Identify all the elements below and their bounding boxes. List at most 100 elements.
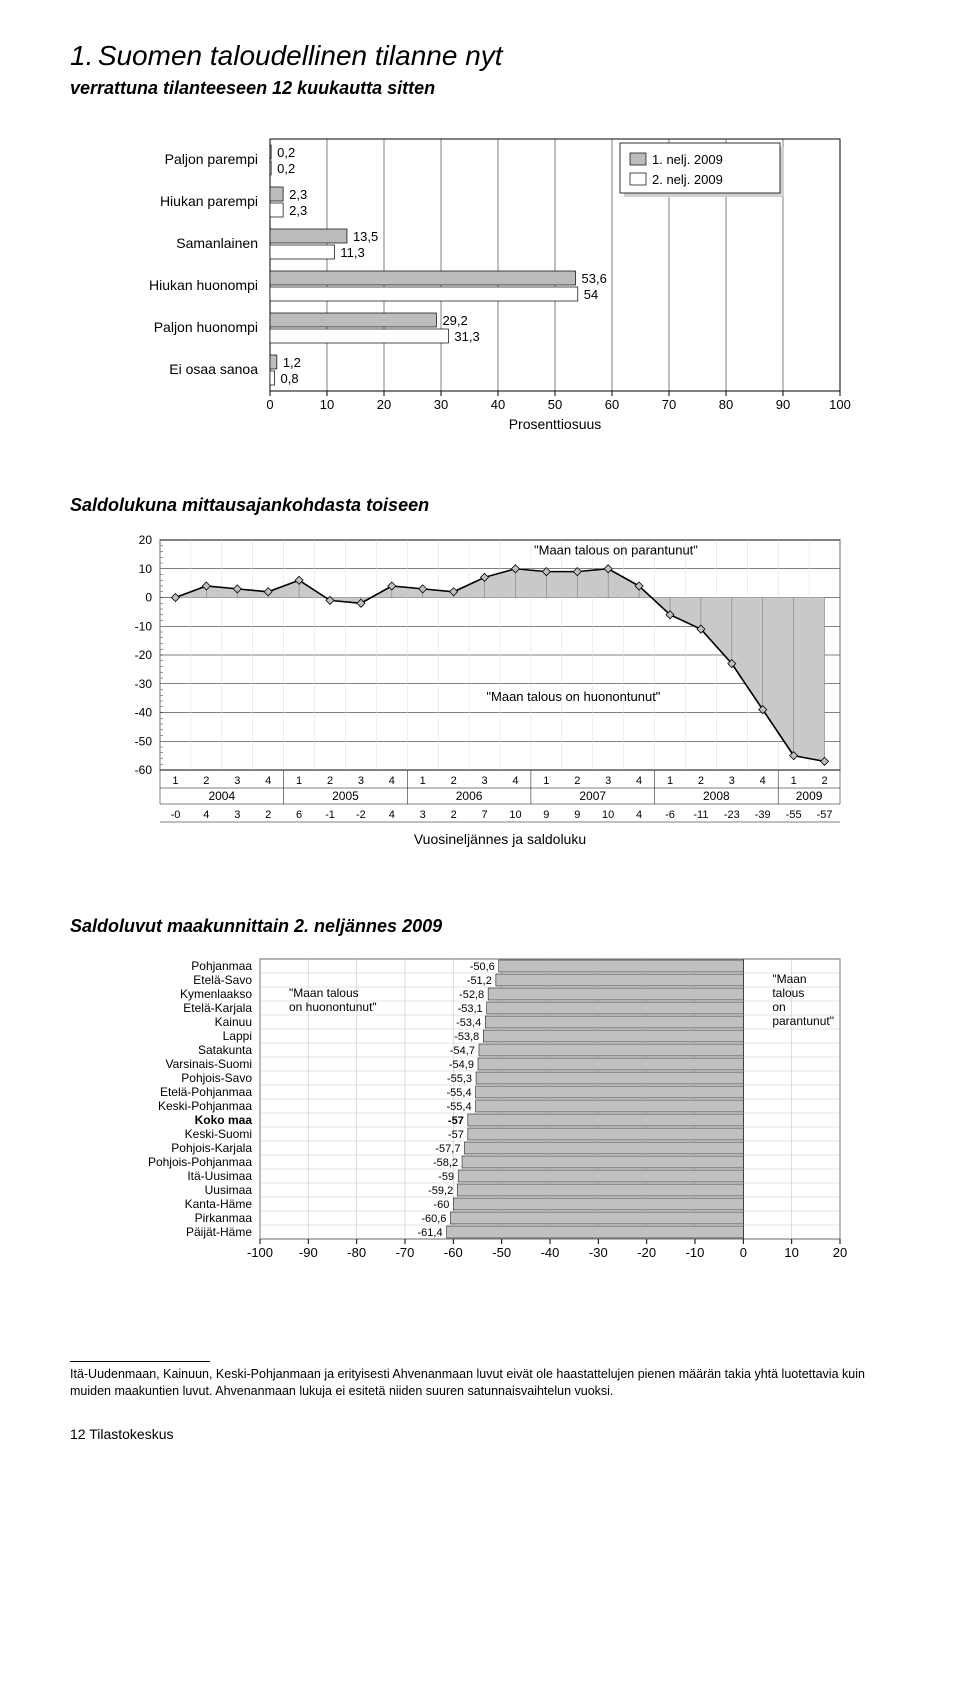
svg-text:Uusimaa: Uusimaa <box>205 1183 253 1197</box>
svg-text:10: 10 <box>509 809 521 821</box>
svg-text:1: 1 <box>667 775 673 787</box>
svg-text:2. nelj. 2009: 2. nelj. 2009 <box>652 172 723 187</box>
svg-text:-57,7: -57,7 <box>435 1143 460 1155</box>
svg-text:-6: -6 <box>665 809 675 821</box>
svg-text:-60: -60 <box>433 1199 449 1211</box>
svg-text:-60,6: -60,6 <box>421 1213 446 1225</box>
svg-text:Varsinais-Suomi: Varsinais-Suomi <box>166 1057 252 1071</box>
chart-horizontal-bar: 0102030405060708090100Paljon parempi0,20… <box>100 129 860 449</box>
svg-text:Etelä-Pohjanmaa: Etelä-Pohjanmaa <box>160 1085 252 1099</box>
svg-text:70: 70 <box>662 397 676 412</box>
svg-text:4: 4 <box>265 775 271 787</box>
svg-text:1: 1 <box>172 775 178 787</box>
svg-text:-59,2: -59,2 <box>428 1185 453 1197</box>
svg-text:20: 20 <box>139 533 153 547</box>
svg-text:2,3: 2,3 <box>289 203 307 218</box>
svg-text:-58,2: -58,2 <box>433 1157 458 1169</box>
svg-text:Pohjois-Karjala: Pohjois-Karjala <box>171 1141 252 1155</box>
footnote-text: Itä-Uudenmaan, Kainuun, Keski-Pohjanmaan… <box>70 1366 890 1400</box>
svg-text:1: 1 <box>543 775 549 787</box>
svg-text:10: 10 <box>320 397 334 412</box>
svg-text:60: 60 <box>605 397 619 412</box>
svg-text:100: 100 <box>829 397 851 412</box>
svg-text:1. nelj. 2009: 1. nelj. 2009 <box>652 152 723 167</box>
svg-text:2: 2 <box>327 775 333 787</box>
svg-text:2: 2 <box>821 775 827 787</box>
svg-text:-54,9: -54,9 <box>449 1059 474 1071</box>
svg-text:3: 3 <box>605 775 611 787</box>
svg-text:-51,2: -51,2 <box>467 975 492 987</box>
svg-text:0,8: 0,8 <box>281 371 299 386</box>
svg-text:10: 10 <box>139 562 153 576</box>
svg-text:53,6: 53,6 <box>582 271 607 286</box>
svg-text:"Maan talous on huonontunut": "Maan talous on huonontunut" <box>486 689 660 704</box>
svg-text:6: 6 <box>296 809 302 821</box>
svg-text:-23: -23 <box>724 809 740 821</box>
svg-text:0: 0 <box>266 397 273 412</box>
chart-region-bar: Pohjanmaa-50,6Etelä-Savo-51,2Kymenlaakso… <box>100 951 860 1291</box>
svg-text:Paljon huonompi: Paljon huonompi <box>154 319 258 335</box>
svg-text:3: 3 <box>729 775 735 787</box>
chart2-title: Saldolukuna mittausajankohdasta toiseen <box>70 495 890 516</box>
svg-text:2005: 2005 <box>332 789 359 803</box>
svg-text:Keski-Pohjanmaa: Keski-Pohjanmaa <box>158 1099 252 1113</box>
svg-text:-40: -40 <box>135 706 153 720</box>
svg-text:0: 0 <box>740 1245 747 1260</box>
svg-text:1: 1 <box>420 775 426 787</box>
svg-text:2: 2 <box>451 809 457 821</box>
svg-text:"Maan: "Maan <box>772 972 806 986</box>
svg-text:-61,4: -61,4 <box>417 1227 442 1239</box>
svg-text:-10: -10 <box>135 619 153 633</box>
svg-text:-53,8: -53,8 <box>454 1031 479 1043</box>
svg-text:Pohjanmaa: Pohjanmaa <box>191 959 252 973</box>
svg-text:7: 7 <box>481 809 487 821</box>
svg-text:Keski-Suomi: Keski-Suomi <box>185 1127 252 1141</box>
svg-text:10: 10 <box>784 1245 798 1260</box>
svg-text:Vuosineljännes ja saldoluku: Vuosineljännes ja saldoluku <box>414 831 586 847</box>
svg-text:"Maan talous: "Maan talous <box>289 986 359 1000</box>
svg-text:2: 2 <box>203 775 209 787</box>
svg-text:2007: 2007 <box>579 789 606 803</box>
svg-text:0,2: 0,2 <box>277 161 295 176</box>
chart3-svg: Pohjanmaa-50,6Etelä-Savo-51,2Kymenlaakso… <box>100 951 860 1291</box>
svg-text:3: 3 <box>420 809 426 821</box>
svg-text:20: 20 <box>377 397 391 412</box>
svg-text:parantunut": parantunut" <box>772 1014 834 1028</box>
svg-text:40: 40 <box>491 397 505 412</box>
svg-text:on: on <box>772 1000 785 1014</box>
svg-text:2,3: 2,3 <box>289 187 307 202</box>
svg-text:Prosenttiosuus: Prosenttiosuus <box>509 416 602 432</box>
svg-text:Lappi: Lappi <box>223 1029 252 1043</box>
svg-text:20: 20 <box>833 1245 847 1260</box>
svg-text:"Maan talous on parantunut": "Maan talous on parantunut" <box>534 542 698 557</box>
chart1-svg: 0102030405060708090100Paljon parempi0,20… <box>100 129 860 449</box>
svg-text:50: 50 <box>548 397 562 412</box>
svg-text:30: 30 <box>434 397 448 412</box>
svg-text:Kainuu: Kainuu <box>215 1015 252 1029</box>
chart3-title: Saldoluvut maakunnittain 2. neljännes 20… <box>70 916 890 937</box>
page-footer: 12 Tilastokeskus <box>70 1426 890 1442</box>
svg-text:1: 1 <box>791 775 797 787</box>
svg-text:-100: -100 <box>247 1245 273 1260</box>
svg-text:-52,8: -52,8 <box>459 989 484 1001</box>
svg-text:-80: -80 <box>347 1245 366 1260</box>
svg-text:29,2: 29,2 <box>442 313 467 328</box>
heading-number: 1. <box>70 40 93 71</box>
svg-text:80: 80 <box>719 397 733 412</box>
svg-text:3: 3 <box>481 775 487 787</box>
svg-text:Hiukan parempi: Hiukan parempi <box>160 193 258 209</box>
svg-text:2004: 2004 <box>208 789 235 803</box>
svg-text:Hiukan huonompi: Hiukan huonompi <box>149 277 258 293</box>
svg-text:11,3: 11,3 <box>340 245 364 260</box>
svg-text:31,3: 31,3 <box>454 329 479 344</box>
svg-text:Koko maa: Koko maa <box>195 1113 253 1127</box>
svg-text:4: 4 <box>389 809 395 821</box>
svg-text:-90: -90 <box>299 1245 318 1260</box>
svg-text:4: 4 <box>636 809 642 821</box>
svg-text:-55,3: -55,3 <box>447 1073 472 1085</box>
svg-text:Etelä-Karjala: Etelä-Karjala <box>183 1001 252 1015</box>
svg-text:2: 2 <box>698 775 704 787</box>
svg-text:4: 4 <box>636 775 642 787</box>
svg-text:-11: -11 <box>693 809 708 821</box>
svg-text:1,2: 1,2 <box>283 355 301 370</box>
